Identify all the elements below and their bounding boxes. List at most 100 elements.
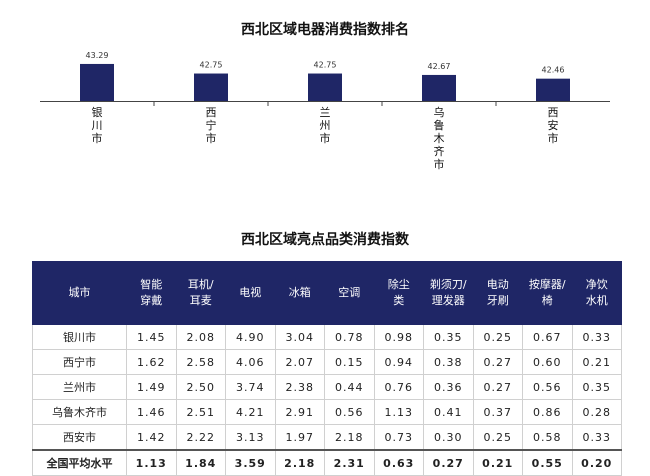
column-header: 城市 — [32, 261, 127, 325]
city-cell: 乌鲁木齐市 — [32, 399, 127, 425]
column-header: 冰箱 — [274, 261, 325, 325]
value-cell: 0.67 — [522, 324, 573, 350]
value-cell: 0.28 — [571, 399, 622, 425]
value-cell: 2.51 — [175, 399, 226, 425]
value-cell: 0.41 — [423, 399, 474, 425]
value-cell: 3.04 — [274, 324, 325, 350]
table-row: 乌鲁木齐市 1.46 2.51 4.21 2.91 0.56 1.13 0.41 0.37 0.8… — [32, 399, 622, 425]
column-header: 净饮 水机 — [571, 261, 622, 325]
table-row: 西安市 1.42 2.22 3.13 1.97 2.18 0.73 0.30 0.25 0.58 0… — [32, 424, 622, 451]
city-cell: 西安市 — [32, 424, 127, 451]
bar-4 — [536, 78, 570, 101]
value-cell: 4.90 — [225, 324, 276, 350]
value-cell: 0.58 — [522, 424, 573, 451]
table-header-row: 城市 智能 穿戴 耳机/耳麦 电视 冰箱 空调 除尘类剃须刀/理发器 电动 牙刷 按摩器/椅净饮 水机 — [32, 261, 622, 325]
value-cell: 0.27 — [472, 349, 523, 375]
value-cell: 1.45 — [126, 324, 177, 350]
value-cell: 0.63 — [373, 449, 424, 476]
value-cell: 0.30 — [423, 424, 474, 451]
value-cell: 0.78 — [324, 324, 375, 350]
value-cell: 0.55 — [522, 449, 573, 476]
value-cell: 0.37 — [472, 399, 523, 425]
value-cell: 1.62 — [126, 349, 177, 375]
value-cell: 0.56 — [324, 399, 375, 425]
value-cell: 0.60 — [522, 349, 573, 375]
value-cell: 0.35 — [423, 324, 474, 350]
value-cell: 0.73 — [373, 424, 424, 451]
value-cell: 0.36 — [423, 374, 474, 400]
category-label: 银川市 — [92, 105, 103, 145]
value-cell: 0.20 — [571, 449, 622, 476]
value-cell: 1.46 — [126, 399, 177, 425]
bar-value-label: 43.29 — [86, 51, 109, 60]
category-label: 乌鲁木齐市 — [434, 105, 445, 171]
value-cell: 0.33 — [571, 324, 622, 350]
table-row: 银川市 1.45 2.08 4.90 3.04 0.78 0.98 0.35 0.25 0.67 0… — [32, 324, 622, 350]
bar-3 — [422, 74, 456, 101]
value-cell: 4.21 — [225, 399, 276, 425]
bar-value-label: 42.75 — [314, 61, 337, 70]
value-cell: 2.18 — [274, 449, 325, 476]
value-cell: 0.27 — [423, 449, 474, 476]
column-header: 电动 牙刷 — [472, 261, 523, 325]
city-cell: 全国平均水平 — [32, 449, 127, 476]
category-label: 西宁市 — [206, 106, 217, 145]
city-cell: 银川市 — [32, 324, 127, 350]
column-header: 剃须刀/理发器 — [423, 261, 474, 325]
value-cell: 2.91 — [274, 399, 325, 425]
value-cell: 2.58 — [175, 349, 226, 375]
city-cell: 兰州市 — [32, 374, 127, 400]
column-header: 耳机/耳麦 — [175, 261, 226, 325]
table-row: 兰州市 1.49 2.50 3.74 2.38 0.44 0.76 0.36 0.27 0.56 0… — [32, 374, 622, 400]
value-cell: 2.08 — [175, 324, 226, 350]
table-title: 西北区域亮点品类消费指数 — [241, 232, 409, 248]
value-cell: 0.21 — [571, 349, 622, 375]
bar-chart: 43.29 银川市 42.75 西宁市 42.75 兰州市 42.67 乌鲁木齐市 42.46 西… — [40, 51, 610, 171]
column-header: 电视 — [225, 261, 276, 325]
bar-2 — [308, 73, 342, 101]
value-cell: 0.25 — [472, 424, 523, 451]
bar-value-label: 42.75 — [200, 61, 223, 70]
value-cell: 0.21 — [472, 449, 523, 476]
value-cell: 0.44 — [324, 374, 375, 400]
value-cell: 0.98 — [373, 324, 424, 350]
bar-value-label: 42.67 — [428, 62, 451, 71]
value-cell: 4.06 — [225, 349, 276, 375]
value-cell: 1.13 — [373, 399, 424, 425]
column-header: 空调 — [324, 261, 375, 325]
value-cell: 2.18 — [324, 424, 375, 451]
value-cell: 0.25 — [472, 324, 523, 350]
value-cell: 0.94 — [373, 349, 424, 375]
value-cell: 0.76 — [373, 374, 424, 400]
value-cell: 2.07 — [274, 349, 325, 375]
value-cell: 0.33 — [571, 424, 622, 451]
value-cell: 2.31 — [324, 449, 375, 476]
table-row: 西宁市 1.62 2.58 4.06 2.07 0.15 0.94 0.38 0.27 0.60 0… — [32, 349, 622, 375]
value-cell: 1.97 — [274, 424, 325, 451]
value-cell: 3.59 — [225, 449, 276, 476]
category-label: 西安市 — [548, 106, 559, 145]
value-cell: 0.15 — [324, 349, 375, 375]
value-cell: 0.27 — [472, 374, 523, 400]
column-header: 按摩器/椅 — [522, 261, 573, 325]
bar-0 — [80, 63, 114, 101]
value-cell: 1.84 — [175, 449, 226, 476]
value-cell: 2.22 — [175, 424, 226, 451]
value-cell: 1.42 — [126, 424, 177, 451]
value-cell: 2.50 — [175, 374, 226, 400]
bar-value-label: 42.46 — [542, 66, 565, 75]
chart-title: 西北区域电器消费指数排名 — [241, 22, 409, 38]
table-body: 银川市 1.45 2.08 4.90 3.04 0.78 0.98 0.35 0.25 0.67 0… — [32, 324, 622, 476]
value-cell: 0.56 — [522, 374, 573, 400]
value-cell: 3.74 — [225, 374, 276, 400]
average-row: 全国平均水平 1.13 1.84 3.59 2.18 2.31 0.63 0.27 0.21 0.… — [32, 449, 622, 476]
category-label: 兰州市 — [320, 106, 331, 145]
value-cell: 0.38 — [423, 349, 474, 375]
category-index-table: 城市 智能 穿戴 耳机/耳麦 电视 冰箱 空调 除尘类剃须刀/理发器 电动 牙刷 按摩器/椅净饮 水机… — [32, 261, 622, 476]
column-header: 除尘类 — [373, 261, 424, 325]
value-cell: 0.35 — [571, 374, 622, 400]
city-cell: 西宁市 — [32, 349, 127, 375]
value-cell: 2.38 — [274, 374, 325, 400]
bar-1 — [194, 73, 228, 101]
value-cell: 0.86 — [522, 399, 573, 425]
